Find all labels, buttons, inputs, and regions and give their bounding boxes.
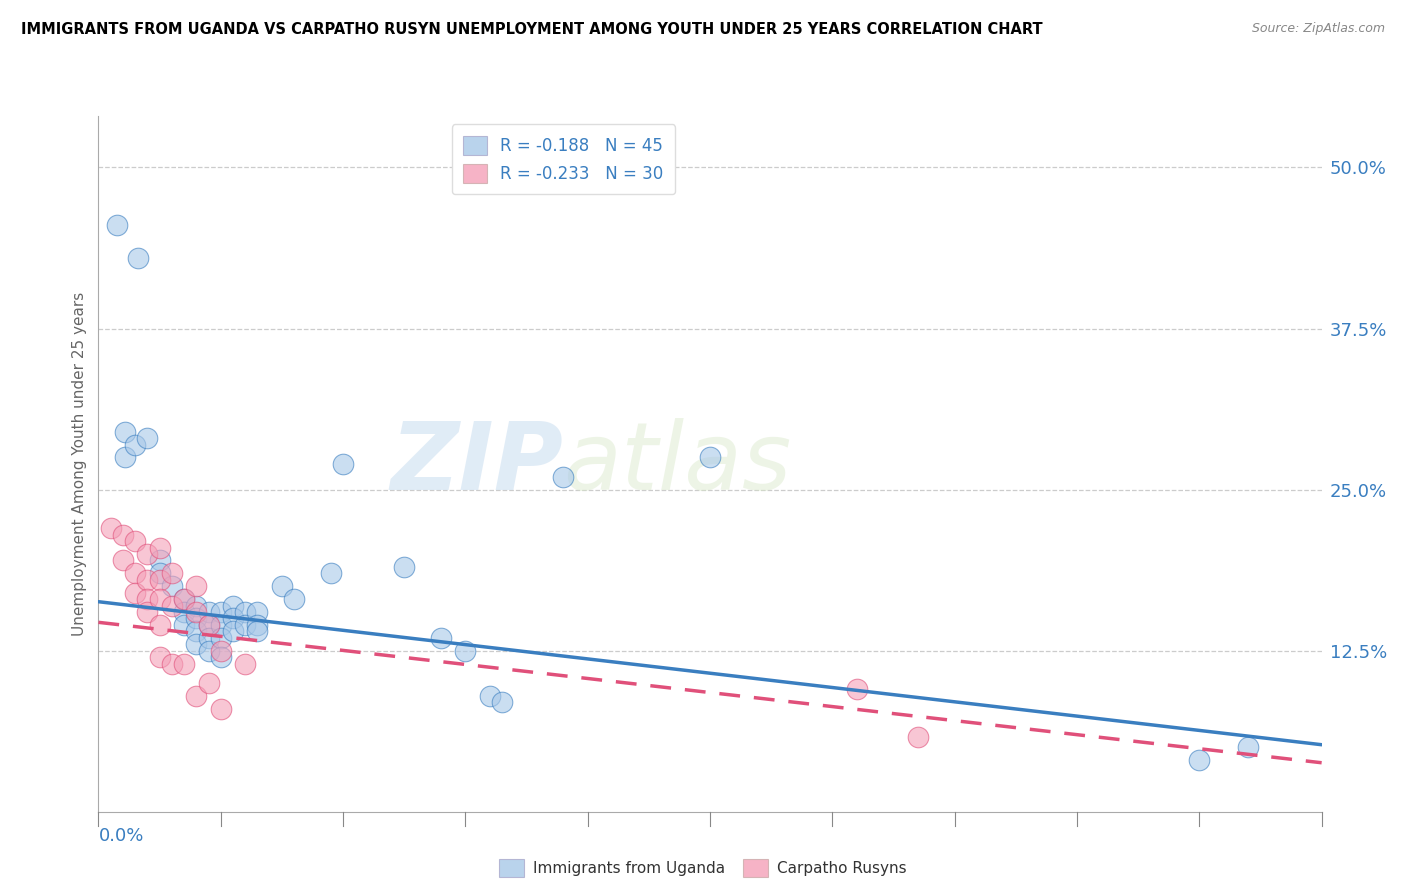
Point xyxy=(186,599,208,613)
Point xyxy=(173,592,195,607)
Point xyxy=(186,611,208,625)
Point xyxy=(845,682,868,697)
Point xyxy=(136,592,159,607)
Point xyxy=(222,599,245,613)
Point xyxy=(114,425,136,439)
Point xyxy=(197,676,219,690)
Point xyxy=(149,553,172,567)
Point xyxy=(136,573,159,587)
Point xyxy=(149,592,172,607)
Point xyxy=(173,592,195,607)
Point xyxy=(111,527,134,541)
Point xyxy=(1188,753,1211,767)
Text: Source: ZipAtlas.com: Source: ZipAtlas.com xyxy=(1251,22,1385,36)
Point xyxy=(222,611,245,625)
Point xyxy=(173,605,195,619)
Point xyxy=(173,657,195,671)
Point xyxy=(173,618,195,632)
Point xyxy=(454,643,477,657)
Text: atlas: atlas xyxy=(564,418,792,509)
Point xyxy=(392,560,416,574)
Point xyxy=(209,618,232,632)
Point xyxy=(332,457,354,471)
Point xyxy=(136,605,159,619)
Point xyxy=(553,469,575,483)
Point xyxy=(160,566,183,581)
Point xyxy=(160,657,183,671)
Point xyxy=(1237,740,1260,755)
Point xyxy=(149,566,172,581)
Point xyxy=(699,450,721,465)
Point xyxy=(491,695,513,709)
Point xyxy=(186,637,208,651)
Point xyxy=(160,579,183,593)
Point xyxy=(246,618,269,632)
Point xyxy=(186,579,208,593)
Point xyxy=(149,618,172,632)
Point xyxy=(100,521,122,535)
Point xyxy=(149,573,172,587)
Point xyxy=(186,624,208,639)
Point xyxy=(270,579,292,593)
Point xyxy=(124,566,146,581)
Point xyxy=(111,553,134,567)
Point xyxy=(209,701,232,715)
Point xyxy=(283,592,305,607)
Point xyxy=(209,650,232,665)
Text: ZIP: ZIP xyxy=(391,417,564,510)
Point xyxy=(319,566,342,581)
Point xyxy=(114,450,136,465)
Legend: R = -0.188   N = 45, R = -0.233   N = 30: R = -0.188 N = 45, R = -0.233 N = 30 xyxy=(451,124,675,194)
Point xyxy=(197,605,219,619)
Point xyxy=(127,251,149,265)
Point xyxy=(478,689,501,703)
Point xyxy=(197,618,219,632)
Point xyxy=(233,618,256,632)
Point xyxy=(160,599,183,613)
Point xyxy=(246,624,269,639)
Legend: Immigrants from Uganda, Carpatho Rusyns: Immigrants from Uganda, Carpatho Rusyns xyxy=(494,853,912,883)
Point xyxy=(124,437,146,451)
Point xyxy=(233,605,256,619)
Point xyxy=(209,643,232,657)
Point xyxy=(197,631,219,645)
Point xyxy=(186,605,208,619)
Point xyxy=(136,547,159,561)
Point xyxy=(149,541,172,555)
Point xyxy=(105,219,128,233)
Point xyxy=(197,618,219,632)
Point xyxy=(136,431,159,445)
Point xyxy=(209,631,232,645)
Y-axis label: Unemployment Among Youth under 25 years: Unemployment Among Youth under 25 years xyxy=(72,292,87,636)
Point xyxy=(209,605,232,619)
Point xyxy=(233,657,256,671)
Text: 0.0%: 0.0% xyxy=(98,827,143,845)
Point xyxy=(246,605,269,619)
Point xyxy=(197,643,219,657)
Point xyxy=(907,730,929,744)
Point xyxy=(186,689,208,703)
Text: IMMIGRANTS FROM UGANDA VS CARPATHO RUSYN UNEMPLOYMENT AMONG YOUTH UNDER 25 YEARS: IMMIGRANTS FROM UGANDA VS CARPATHO RUSYN… xyxy=(21,22,1043,37)
Point xyxy=(149,650,172,665)
Point xyxy=(124,585,146,599)
Point xyxy=(222,624,245,639)
Point xyxy=(430,631,453,645)
Point xyxy=(124,534,146,549)
